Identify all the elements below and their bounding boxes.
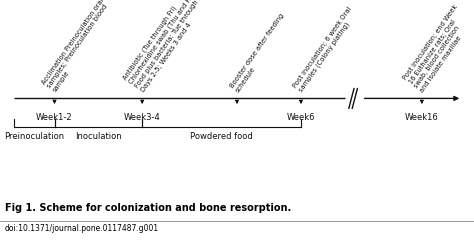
- Text: Week1-2: Week1-2: [36, 113, 73, 122]
- Text: Powdered food: Powdered food: [190, 132, 253, 141]
- Text: Week6: Week6: [287, 113, 315, 122]
- Text: Week3-4: Week3-4: [124, 113, 161, 122]
- Text: doi:10.1371/journal.pone.0117487.g001: doi:10.1371/journal.pone.0117487.g001: [5, 224, 159, 233]
- Text: Booster dose after feeding
schedule: Booster dose after feeding schedule: [229, 13, 291, 93]
- Text: Post inoculation; end Week
16 Euthanize rats; Oral
swab, blood collection
and is: Post inoculation; end Week 16 Euthanize …: [402, 4, 474, 93]
- Text: Fig 1. Scheme for colonization and bone resorption.: Fig 1. Scheme for colonization and bone …: [5, 203, 291, 213]
- Text: Week16: Week16: [405, 113, 439, 122]
- Text: Inoculation: Inoculation: [75, 132, 122, 141]
- Text: Post inoculation; 6 week Oral
samples (Colony plating): Post inoculation; 6 week Oral samples (C…: [292, 6, 359, 93]
- Text: Acclimation Preinoculation oral
samples; Preinoculation blood
sample: Acclimation Preinoculation oral samples;…: [40, 0, 116, 93]
- Text: Preinoculation: Preinoculation: [4, 132, 64, 141]
- Text: Antibiotic (Tue through Fri)
Chlorhexidine swab (Thu and Fri)
Food plus bacteria: Antibiotic (Tue through Fri) Chlorhexidi…: [122, 0, 211, 93]
